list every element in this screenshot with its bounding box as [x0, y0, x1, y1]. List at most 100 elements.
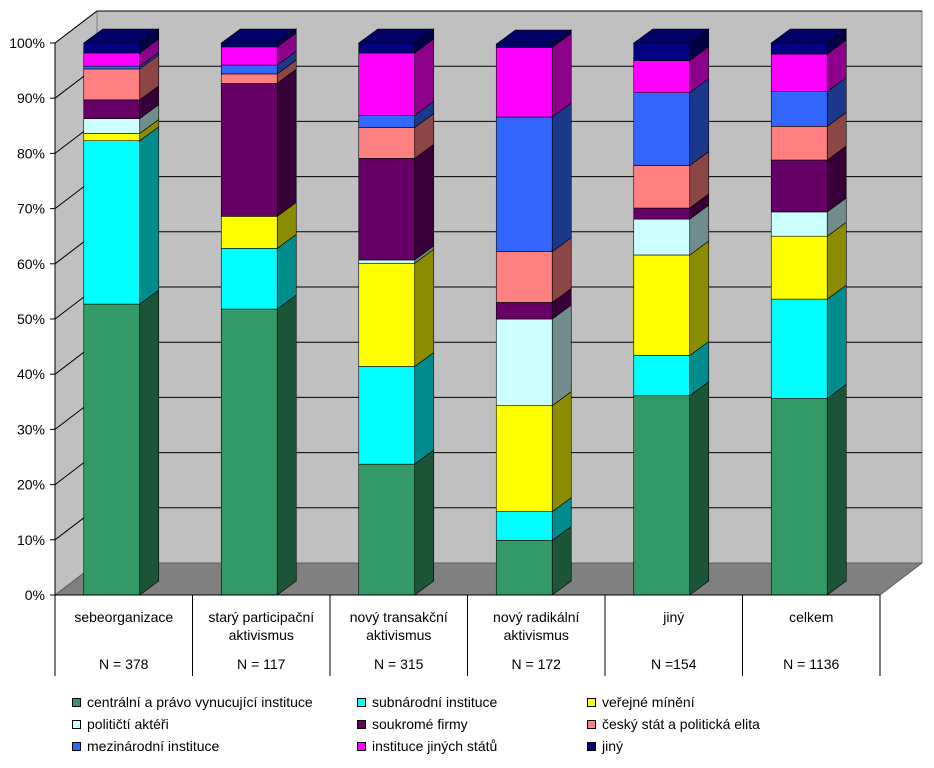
bar-segment-side — [414, 449, 435, 596]
bar-segment — [220, 73, 278, 84]
bar-segment — [770, 159, 828, 213]
category-label: nový transakční — [350, 609, 448, 625]
bar-segment — [220, 42, 278, 48]
category-n-label: N =154 — [651, 656, 697, 672]
bar-segment — [358, 259, 416, 264]
bar-segment-side — [414, 143, 435, 261]
bar-segment-side — [826, 383, 847, 596]
bar-segment-side — [414, 351, 435, 465]
y-tick-label: 80% — [17, 145, 45, 161]
bar-segment — [495, 318, 553, 406]
legend-item: subnárodní instituce — [357, 693, 497, 711]
legend-label: instituce jiných států — [372, 738, 498, 754]
bar-segment-top — [357, 28, 435, 44]
y-tick-label: 100% — [9, 35, 45, 51]
bar-segment-side — [551, 391, 572, 513]
bar-segment — [495, 302, 553, 320]
y-tick-label: 90% — [17, 90, 45, 106]
legend-swatch — [587, 697, 596, 707]
bar-segment — [358, 158, 416, 261]
bar-segment — [358, 115, 416, 128]
bar-segment — [358, 366, 416, 465]
bar-segment — [633, 218, 691, 256]
bar-segment — [495, 251, 553, 303]
bar-segment — [495, 47, 553, 118]
legend-swatch — [587, 741, 596, 751]
bar-segment-side — [689, 78, 710, 167]
bar-segment — [83, 99, 141, 119]
legend-swatch — [357, 719, 366, 729]
legend-label: mezinárodní instituce — [87, 738, 220, 754]
y-tick-label: 60% — [17, 256, 45, 272]
bar-segment-side — [551, 304, 572, 407]
legend-item: političtí aktéři — [72, 715, 169, 733]
bar-segment-side — [139, 289, 160, 596]
bar-segment-side — [276, 68, 297, 217]
bar-segment — [770, 53, 828, 92]
bar-segment-top — [82, 28, 160, 44]
bar-segment — [633, 254, 691, 356]
category-label: jiný — [662, 609, 684, 625]
bar-segment-side — [826, 284, 847, 400]
bar-segment — [495, 511, 553, 541]
bar-segment — [220, 82, 278, 217]
bar-segment-top — [770, 28, 848, 44]
bar-segment-side — [414, 248, 435, 368]
bar-segment — [495, 540, 553, 596]
bar-segment — [770, 235, 828, 300]
bar-segment — [220, 64, 278, 75]
bar-segment — [83, 65, 141, 70]
bar-segment — [83, 303, 141, 596]
bar-segment — [770, 211, 828, 237]
bar-segment — [633, 60, 691, 93]
legend-item: mezinárodní instituce — [72, 737, 219, 755]
legend-item: český stát a politická elita — [587, 715, 760, 733]
category-label: aktivismus — [366, 627, 431, 643]
bar-segment — [495, 116, 553, 252]
legend-label: český stát a politická elita — [602, 716, 760, 732]
legend-swatch — [587, 719, 596, 729]
category-label: nový radikální — [493, 609, 579, 625]
gridline — [54, 10, 922, 44]
bar-segment — [220, 308, 278, 596]
bar-segment — [358, 463, 416, 596]
legend-label: jiný — [602, 738, 624, 754]
y-tick-label: 30% — [17, 421, 45, 437]
bar-segment — [358, 52, 416, 116]
bar-segment-side — [551, 102, 572, 253]
bar-segment — [495, 405, 553, 512]
chart-canvas: 0% 10% 20% 30% 40% 50% 60% 70% 80% 90% 100% sebeorg… — [9, 9, 924, 676]
y-tick-label: 10% — [17, 532, 45, 548]
legend-swatch — [357, 697, 366, 707]
legend-label: subnárodní instituce — [372, 694, 498, 710]
bar-segment — [633, 92, 691, 166]
legend-item: veřejné mínění — [587, 693, 695, 711]
bar-segment — [770, 91, 828, 127]
bar-segment — [633, 395, 691, 596]
category-label: celkem — [789, 609, 833, 625]
bar-segment-side — [551, 32, 572, 118]
legend-item: jiný — [587, 737, 623, 755]
bar-segment — [358, 262, 416, 367]
bar-segment — [220, 46, 278, 66]
y-tick-label: 0% — [25, 587, 45, 603]
bar-segment-top — [495, 29, 573, 45]
bar-segment — [770, 126, 828, 161]
y-tick-label: 40% — [17, 366, 45, 382]
legend-item: instituce jiných států — [357, 737, 497, 755]
bar-segment — [83, 140, 141, 305]
bar-segment — [770, 298, 828, 399]
bar-segment — [633, 165, 691, 209]
bar-segment-side — [276, 294, 297, 596]
bar-segment-top — [632, 28, 710, 44]
bar-segment — [83, 133, 141, 142]
bar-segment — [83, 42, 141, 54]
bar-segment — [220, 248, 278, 310]
bar-segment — [83, 68, 141, 101]
bar-segment — [358, 42, 416, 54]
category-n-label: N = 172 — [512, 656, 562, 672]
bar-segment — [770, 398, 828, 596]
bar-segment — [83, 118, 141, 134]
category-n-label: N = 117 — [237, 656, 286, 672]
